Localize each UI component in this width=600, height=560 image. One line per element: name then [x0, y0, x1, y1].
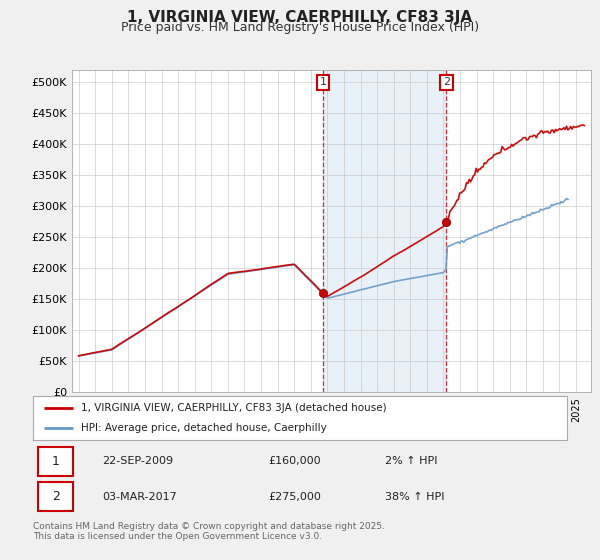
Text: 38% ↑ HPI: 38% ↑ HPI	[385, 492, 445, 502]
Text: 22-SEP-2009: 22-SEP-2009	[103, 456, 173, 466]
Text: 1, VIRGINIA VIEW, CAERPHILLY, CF83 3JA: 1, VIRGINIA VIEW, CAERPHILLY, CF83 3JA	[127, 10, 473, 25]
Text: £160,000: £160,000	[268, 456, 320, 466]
Text: HPI: Average price, detached house, Caerphilly: HPI: Average price, detached house, Caer…	[81, 423, 327, 433]
FancyBboxPatch shape	[38, 447, 73, 476]
FancyBboxPatch shape	[38, 482, 73, 511]
Text: 2% ↑ HPI: 2% ↑ HPI	[385, 456, 438, 466]
Text: 1, VIRGINIA VIEW, CAERPHILLY, CF83 3JA (detached house): 1, VIRGINIA VIEW, CAERPHILLY, CF83 3JA (…	[81, 403, 386, 413]
Text: Contains HM Land Registry data © Crown copyright and database right 2025.
This d: Contains HM Land Registry data © Crown c…	[33, 522, 385, 542]
Text: Price paid vs. HM Land Registry's House Price Index (HPI): Price paid vs. HM Land Registry's House …	[121, 21, 479, 34]
Text: 2: 2	[443, 77, 450, 87]
Text: 2: 2	[52, 490, 59, 503]
Text: 1: 1	[52, 455, 59, 468]
Text: 1: 1	[319, 77, 326, 87]
Bar	[323, 70, 446, 392]
Text: 03-MAR-2017: 03-MAR-2017	[103, 492, 177, 502]
Text: £275,000: £275,000	[268, 492, 321, 502]
